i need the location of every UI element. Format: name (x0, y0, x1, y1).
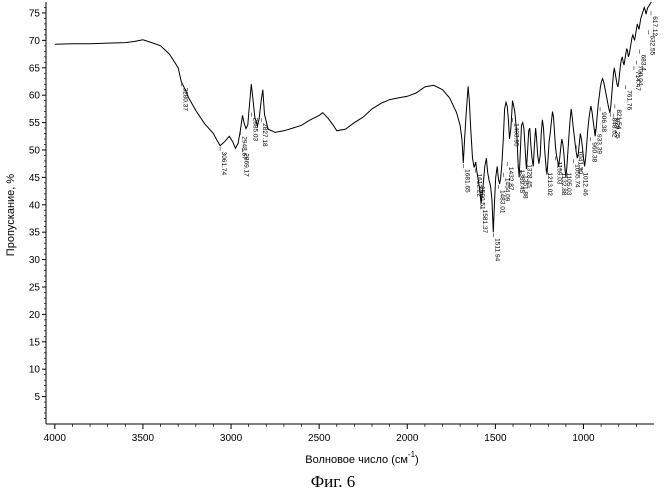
peak-label: 1403.95 (512, 123, 519, 147)
peak-label: 1105.03 (565, 172, 572, 195)
peak-label: 1369.45 (518, 170, 525, 194)
y-tick-label: 25 (29, 282, 41, 293)
y-tick-label: 5 (34, 392, 40, 403)
peak-label: 1612.22 (476, 174, 483, 198)
y-tick-label: 10 (29, 365, 41, 376)
peak-label: 2948.67 (240, 136, 247, 160)
peak-label: 1511.94 (493, 238, 500, 261)
peak-label: 1041.30 (576, 150, 583, 174)
peak-label: 1132.88 (560, 172, 567, 195)
x-tick-label: 4000 (44, 433, 67, 444)
x-axis-ticks: 4000 3500 3000 2500 2000 1500 1000 (44, 424, 637, 444)
y-tick-label: 30 (29, 255, 41, 266)
x-tick-label: 1500 (484, 433, 507, 444)
y-tick-label: 20 (29, 310, 41, 321)
peak-label: 761.76 (625, 90, 632, 110)
peak-label: 829.25 (614, 119, 621, 139)
peak-label: 3280.37 (182, 87, 189, 111)
peak-label: 1483.01 (498, 190, 505, 214)
peak-label: 1681.65 (463, 169, 470, 193)
axes (45, 2, 654, 425)
y-tick-label: 40 (29, 200, 41, 211)
y-tick-label: 75 (29, 8, 41, 19)
peak-label: 714.47 (634, 71, 641, 91)
x-axis-label: Волновое число (см-1) (305, 450, 418, 466)
peak-label: 683.4 (639, 55, 646, 72)
spectrum-line (54, 1, 652, 233)
peak-label: 2885.03 (251, 118, 258, 142)
x-tick-label: 3000 (220, 433, 243, 444)
x-axis-label-superscript: -1 (408, 450, 416, 459)
peak-label: 1432.87 (507, 167, 514, 191)
y-axis-ticks: 5 10 15 20 25 30 35 40 45 50 55 60 65 70 75 (29, 7, 46, 419)
y-tick-label: 60 (29, 91, 41, 102)
figure-caption: Фиг. 6 (310, 472, 356, 491)
x-tick-label: 2000 (396, 433, 419, 444)
y-tick-label: 15 (29, 337, 41, 348)
y-tick-label: 70 (29, 36, 41, 47)
peak-label: 1159.03 (555, 161, 562, 184)
peak-label: 960.38 (591, 142, 598, 162)
peak-label: 821.54 (615, 109, 622, 129)
peak-label: 1581.37 (481, 210, 488, 234)
peak-label: 2869.17 (242, 153, 249, 177)
peak-label: 933.39 (595, 134, 602, 154)
y-axis-label: Пропускание, % (5, 174, 17, 257)
peak-label: 2827.18 (261, 123, 268, 147)
peak-label: 700.04 (636, 66, 643, 86)
y-tick-label: 45 (29, 173, 41, 184)
peak-label: 1213.02 (546, 172, 553, 196)
y-tick-label: 65 (29, 63, 41, 74)
x-tick-label: 3500 (132, 433, 155, 444)
peak-label: 632.55 (648, 35, 655, 55)
x-tick-label: 1000 (572, 433, 595, 444)
y-tick-label: 55 (29, 118, 41, 129)
peak-label: 1328.45 (526, 164, 533, 188)
peak-label: 848.62 (610, 118, 617, 138)
peak-label: 1055.74 (574, 164, 581, 188)
x-axis-label-text: Волновое число (см (305, 454, 408, 466)
x-axis-label-close: ) (415, 454, 419, 466)
y-tick-label: 35 (29, 228, 41, 239)
y-tick-label: 50 (29, 145, 41, 156)
peak-label: 1454.09 (503, 178, 510, 202)
x-tick-label: 2500 (308, 433, 331, 444)
peak-label: 906.38 (600, 112, 607, 132)
peak-label: 617.12 (651, 16, 658, 36)
peak-label: 1351.88 (521, 175, 528, 199)
peak-label: 1012.46 (581, 172, 588, 196)
peak-label: 1590.51 (479, 186, 486, 210)
peak-label: 3061.74 (220, 152, 227, 176)
ir-spectrum-chart: 5 10 15 20 25 30 35 40 45 50 55 60 65 70 75 4000 3500 30… (5, 1, 658, 466)
